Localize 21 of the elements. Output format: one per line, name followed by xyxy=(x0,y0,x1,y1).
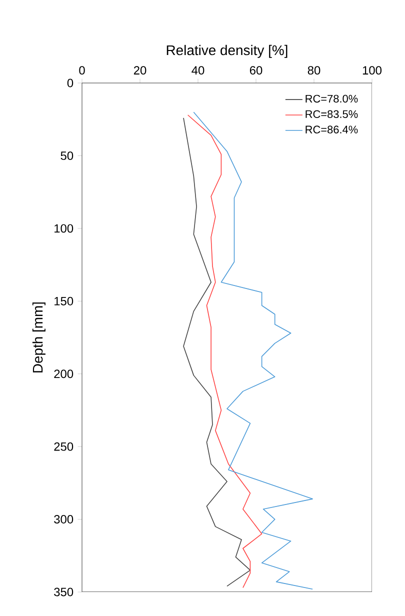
y-tick-label: 350 xyxy=(54,588,74,596)
x-axis-title: Relative density [%] xyxy=(166,44,288,58)
x-tick-label: 80 xyxy=(308,66,320,75)
x-tick-label: 40 xyxy=(192,66,204,75)
legend-label: RC=83.5% xyxy=(306,110,358,118)
y-tick-label: 300 xyxy=(54,515,74,524)
y-tick-label: 100 xyxy=(54,224,74,233)
legend-label: RC=86.4% xyxy=(306,126,358,134)
y-tick-label: 0 xyxy=(67,78,74,88)
legend-label: RC=78.0% xyxy=(306,94,358,103)
line-series xyxy=(187,114,262,588)
x-tick-label: 100 xyxy=(362,66,382,75)
y-tick-label: 150 xyxy=(54,296,74,306)
x-tick-label: 0 xyxy=(79,66,85,75)
y-tick-label: 200 xyxy=(54,370,74,378)
x-tick-label: 20 xyxy=(134,66,146,75)
y-axis-title: Depth [mm] xyxy=(32,302,46,372)
y-tick-label: 250 xyxy=(54,442,74,451)
x-tick-label: 60 xyxy=(250,66,262,75)
line-series xyxy=(183,118,251,587)
y-tick-label: 50 xyxy=(60,151,74,160)
